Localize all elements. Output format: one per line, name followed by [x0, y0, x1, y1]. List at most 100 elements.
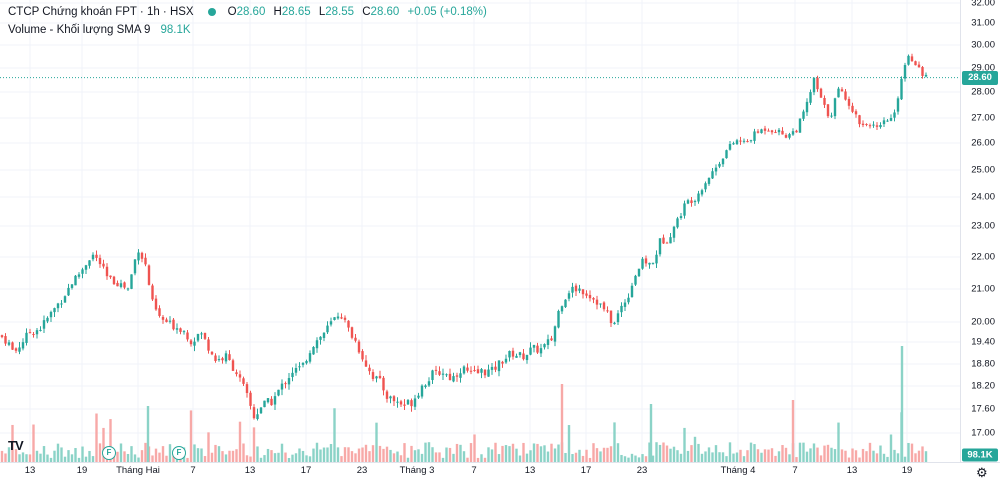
- tradingview-logo[interactable]: TV: [8, 438, 24, 453]
- candle-body: [515, 355, 518, 358]
- x-tick-label: 19: [901, 465, 913, 476]
- volume-bar: [879, 445, 882, 462]
- gear-icon[interactable]: ⚙: [976, 465, 988, 480]
- dividend-marker[interactable]: F: [172, 446, 186, 460]
- close-label: C: [362, 5, 371, 18]
- volume-bar: [158, 452, 161, 462]
- volume-bar: [91, 456, 95, 462]
- volume-bar: [186, 457, 189, 462]
- volume-bar: [567, 425, 571, 462]
- candle-body: [214, 355, 217, 361]
- x-tick-label: 23: [636, 465, 648, 476]
- volume-bar: [522, 442, 525, 462]
- candle-body: [634, 275, 637, 285]
- candle-body: [420, 385, 424, 397]
- volume-bar: [655, 442, 658, 462]
- candle-body: [0, 335, 4, 338]
- volume-bar: [753, 444, 756, 462]
- volume-bar: [109, 419, 112, 462]
- candle-body: [56, 303, 60, 309]
- candle-body: [567, 293, 571, 299]
- candle-body: [70, 284, 74, 288]
- candle-body: [298, 366, 301, 368]
- candle-body: [543, 344, 546, 348]
- volume-bar: [651, 455, 655, 462]
- volume-bar: [361, 447, 364, 462]
- volume-bar: [851, 448, 854, 462]
- volume-bar: [574, 452, 578, 462]
- candle-body: [795, 130, 798, 133]
- volume-bar: [375, 422, 378, 462]
- candle-body: [207, 339, 210, 351]
- volume-bar: [739, 449, 742, 462]
- candle-body: [823, 97, 826, 105]
- volume-bar: [371, 445, 375, 462]
- volume-bar: [214, 444, 217, 462]
- candle-body: [273, 396, 277, 405]
- volume-bar: [588, 457, 592, 462]
- candle-body: [753, 131, 756, 141]
- volume-bar: [903, 456, 907, 462]
- y-tick-label: 19.40: [971, 336, 995, 348]
- candle-body: [238, 374, 242, 378]
- candle-body: [399, 401, 403, 405]
- candle-body: [119, 283, 123, 287]
- volume-bar: [291, 454, 294, 462]
- candle-body: [382, 377, 385, 391]
- candle-body: [392, 396, 396, 402]
- volume-bar: [581, 455, 585, 462]
- volume-bar: [347, 447, 350, 462]
- volume-bar: [595, 448, 599, 462]
- volume-bar: [116, 451, 119, 462]
- candle-body: [53, 308, 56, 313]
- volume-bar: [151, 455, 154, 462]
- volume-bar: [228, 450, 231, 462]
- volume-bar: [336, 447, 340, 462]
- volume-bar: [868, 442, 872, 462]
- candle-body: [147, 265, 151, 285]
- candle-body: [508, 350, 511, 358]
- volume-bar: [649, 404, 653, 462]
- candle-body: [389, 396, 392, 399]
- volume-bar: [242, 443, 245, 462]
- volume-bar: [515, 448, 518, 462]
- candle-body: [648, 262, 651, 265]
- volume-bar: [452, 453, 455, 462]
- candle-body: [410, 400, 413, 407]
- candle-body: [900, 78, 903, 100]
- candle-body: [182, 331, 186, 333]
- candle-body: [571, 286, 574, 293]
- candle-body: [112, 276, 116, 285]
- candle-body: [357, 341, 361, 353]
- market-status-icon: [207, 8, 216, 16]
- volume-bar: [872, 450, 875, 462]
- dividend-marker[interactable]: F: [102, 446, 116, 460]
- candle-body: [326, 325, 329, 333]
- volume-bar: [777, 451, 781, 462]
- candle-body: [718, 163, 721, 167]
- candle-body: [620, 305, 623, 313]
- price-axis[interactable]: 32.00 31.00 30.00 29.00 28.00 27.00 26.00 25.00…: [960, 0, 1000, 462]
- volume-bar: [39, 453, 42, 462]
- x-tick-label: 13: [524, 465, 536, 476]
- volume-bar: [445, 447, 448, 462]
- candle-body: [452, 376, 455, 382]
- candle-body: [21, 342, 25, 349]
- candle-body: [781, 130, 784, 135]
- volume-bar: [504, 445, 508, 462]
- candle-body: [98, 257, 102, 265]
- volume-bar: [350, 451, 354, 462]
- candle-body: [816, 77, 819, 90]
- candle-body: [623, 302, 627, 307]
- candle-body: [669, 237, 672, 244]
- candle-body: [312, 346, 315, 355]
- candle-body: [655, 254, 658, 264]
- candle-body: [347, 320, 350, 328]
- candle-body: [154, 298, 158, 310]
- volume-bar: [543, 445, 546, 462]
- y-tick-label: 26.00: [971, 137, 995, 149]
- volume-bar: [893, 449, 896, 462]
- time-axis[interactable]: 13 19 Tháng Hai 7 13 17 23 Tháng 3 7 13 17 23 Tháng …: [0, 462, 1000, 480]
- volume-bar: [378, 445, 382, 462]
